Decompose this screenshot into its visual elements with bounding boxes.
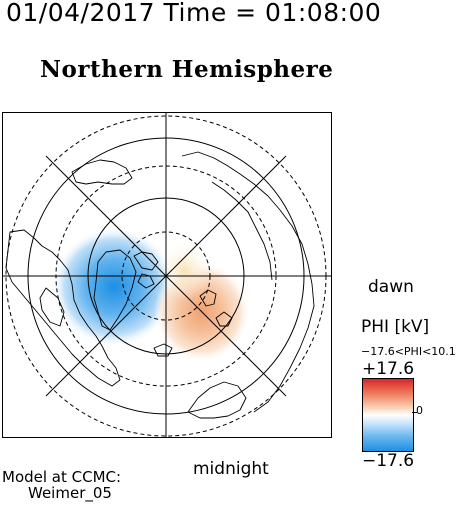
colorbar-title: PHI [kV] xyxy=(361,317,430,337)
coastline-svalbard xyxy=(199,289,217,307)
midnight-label: midnight xyxy=(193,459,269,479)
colorbar xyxy=(362,378,414,452)
coastline-siberia-inner xyxy=(211,181,273,281)
coastline-north-america xyxy=(5,229,121,387)
positive-potential-lobe xyxy=(156,240,212,300)
plot-title: Northern Hemisphere xyxy=(40,56,334,83)
model-name: Weimer_05 xyxy=(28,484,112,502)
model-credit: Model at CCMC: xyxy=(2,468,122,486)
colorbar-min-label: −17.6 xyxy=(362,451,415,471)
colorbar-max-label: +17.6 xyxy=(362,359,415,379)
colorbar-range: −17.6<PHI<10.1 xyxy=(361,345,456,358)
map-border xyxy=(2,112,332,438)
coastline-arctic-islands xyxy=(133,251,159,289)
negative-potential-cell xyxy=(52,227,176,347)
coastline-novaya-zemlya xyxy=(215,311,233,327)
coastline-iceland xyxy=(153,343,173,357)
coastline-eurasia xyxy=(181,151,315,413)
colorbar-zero-label: 0 xyxy=(416,404,423,417)
dawn-label: dawn xyxy=(368,277,414,297)
meridian-line xyxy=(45,155,287,397)
polar-map xyxy=(2,112,332,438)
coastline-greenland xyxy=(93,249,137,331)
coastline-alaska xyxy=(71,159,133,185)
timestamp: 01/04/2017 Time = 01:08:00 xyxy=(6,0,382,27)
coastline-hudson-bay xyxy=(39,287,65,327)
colorbar-zero-tick xyxy=(412,412,417,413)
coastline-scandinavia xyxy=(187,381,247,419)
